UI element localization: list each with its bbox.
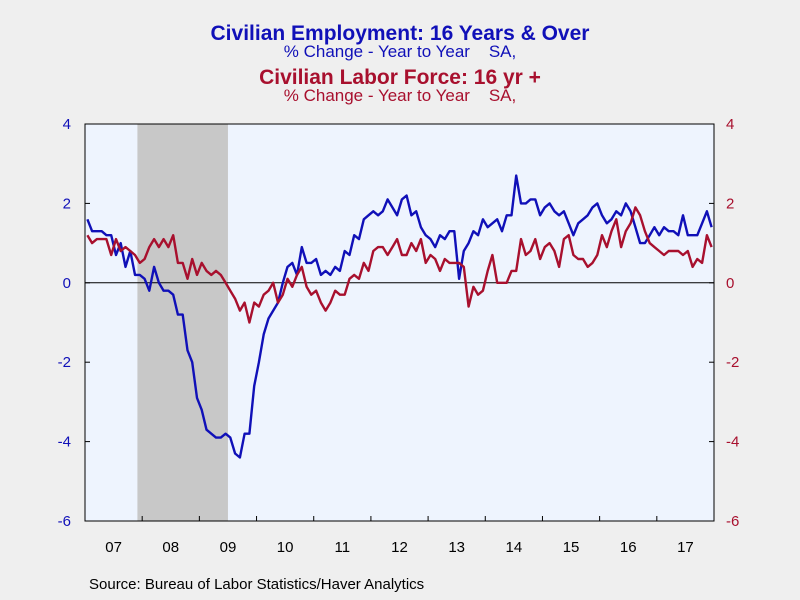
y-tick-label-left: -6 — [58, 513, 71, 530]
y-tick-label-left: -2 — [58, 354, 71, 371]
y-tick-label-left: 2 — [63, 195, 71, 212]
y-tick-label-right: 2 — [726, 195, 734, 212]
y-tick-label-right: -4 — [726, 434, 739, 451]
series2-title: Civilian Labor Force: 16 yr + — [259, 66, 541, 89]
y-tick-label-left: -4 — [58, 434, 71, 451]
x-tick-label: 14 — [506, 539, 523, 556]
x-tick-label: 12 — [391, 539, 408, 556]
series1-title: Civilian Employment: 16 Years & Over — [210, 22, 590, 45]
y-tick-label-right: 0 — [726, 275, 734, 292]
series-line-2 — [86, 206, 713, 324]
x-tick-label: 11 — [335, 539, 351, 556]
x-tick-label: 09 — [220, 539, 237, 556]
plot-frame — [84, 123, 715, 522]
y-tick-label-right: -2 — [726, 354, 739, 371]
series1-subtitle: % Change - Year to Year SA, — [283, 42, 517, 61]
source-note: Source: Bureau of Labor Statistics/Haver… — [89, 576, 425, 593]
x-tick-label: 17 — [677, 539, 694, 556]
y-tick-label-left: 0 — [63, 275, 71, 292]
series-line-1 — [86, 174, 713, 459]
x-tick-label: 13 — [448, 539, 465, 556]
x-tick-label: 10 — [277, 539, 294, 556]
x-tick-label: 16 — [620, 539, 637, 556]
y-tick-label-left: 4 — [63, 116, 71, 133]
x-tick-label: 07 — [105, 539, 122, 556]
y-tick-label-right: 4 — [726, 116, 734, 133]
x-tick-label: 08 — [162, 539, 179, 556]
y-tick-label-right: -6 — [726, 513, 739, 530]
series2-subtitle: % Change - Year to Year SA, — [283, 86, 517, 105]
x-tick-label: 15 — [563, 539, 580, 556]
